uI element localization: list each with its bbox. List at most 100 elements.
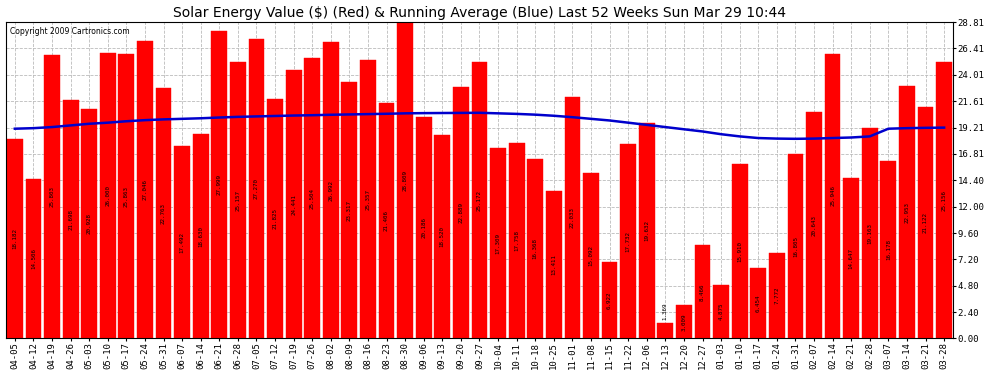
Bar xyxy=(119,54,135,338)
Bar xyxy=(564,96,580,338)
Bar xyxy=(769,253,785,338)
Text: 21.122: 21.122 xyxy=(923,212,928,233)
Bar xyxy=(137,42,152,338)
Text: 26.992: 26.992 xyxy=(329,180,334,201)
Text: 6.454: 6.454 xyxy=(755,294,760,312)
Text: 16.178: 16.178 xyxy=(886,239,891,260)
Title: Solar Energy Value ($) (Red) & Running Average (Blue) Last 52 Weeks Sun Mar 29 1: Solar Energy Value ($) (Red) & Running A… xyxy=(173,6,786,20)
Text: 1.369: 1.369 xyxy=(663,303,668,320)
Bar xyxy=(862,128,878,338)
Text: 22.889: 22.889 xyxy=(458,202,463,223)
Bar xyxy=(490,148,506,338)
Bar xyxy=(583,173,599,338)
Text: 13.411: 13.411 xyxy=(551,254,556,275)
Text: 16.368: 16.368 xyxy=(533,238,538,259)
Bar xyxy=(509,144,525,338)
Bar xyxy=(825,54,841,338)
Text: 21.406: 21.406 xyxy=(384,210,389,231)
Bar xyxy=(212,31,227,338)
Text: 25.803: 25.803 xyxy=(50,186,54,207)
Bar xyxy=(639,123,654,338)
Bar xyxy=(435,135,450,338)
Bar xyxy=(342,82,357,338)
Text: 27.270: 27.270 xyxy=(254,178,259,199)
Bar xyxy=(304,58,320,338)
Bar xyxy=(676,305,692,338)
Text: 15.910: 15.910 xyxy=(738,241,742,262)
Bar xyxy=(899,86,915,338)
Text: 17.732: 17.732 xyxy=(626,231,631,252)
Text: 17.309: 17.309 xyxy=(496,233,501,254)
Bar xyxy=(471,62,487,338)
Text: Copyright 2009 Cartronics.com: Copyright 2009 Cartronics.com xyxy=(10,27,130,36)
Text: 21.825: 21.825 xyxy=(272,208,277,229)
Bar xyxy=(323,42,339,338)
Text: 20.643: 20.643 xyxy=(812,214,817,236)
Bar xyxy=(806,112,822,338)
Bar xyxy=(750,267,766,338)
Bar xyxy=(7,139,23,338)
Text: 26.000: 26.000 xyxy=(105,185,110,206)
Bar xyxy=(416,117,432,338)
Bar xyxy=(360,60,376,338)
Bar xyxy=(843,178,859,338)
Bar xyxy=(248,39,264,338)
Bar xyxy=(657,323,673,338)
Text: 23.317: 23.317 xyxy=(346,200,351,221)
Text: 3.009: 3.009 xyxy=(681,313,686,331)
Bar xyxy=(174,146,190,338)
Bar xyxy=(732,164,747,338)
Text: 27.999: 27.999 xyxy=(217,174,222,195)
Bar xyxy=(397,22,413,338)
Text: 22.953: 22.953 xyxy=(905,202,910,223)
Bar xyxy=(193,134,209,338)
Text: 25.157: 25.157 xyxy=(236,190,241,211)
Bar xyxy=(713,285,729,338)
Text: 16.805: 16.805 xyxy=(793,236,798,256)
Bar xyxy=(286,70,302,338)
Text: 14.506: 14.506 xyxy=(31,248,36,269)
Bar xyxy=(100,53,116,338)
Text: 25.946: 25.946 xyxy=(830,186,836,207)
Text: 25.504: 25.504 xyxy=(310,188,315,209)
Text: 17.492: 17.492 xyxy=(179,232,184,253)
Text: 17.758: 17.758 xyxy=(514,230,519,251)
Text: 4.875: 4.875 xyxy=(719,303,724,320)
Text: 18.630: 18.630 xyxy=(198,226,203,247)
Bar xyxy=(26,179,42,338)
Bar xyxy=(62,100,78,338)
Bar xyxy=(787,154,803,338)
Text: 25.156: 25.156 xyxy=(941,190,946,211)
Bar xyxy=(378,104,394,338)
Text: 14.647: 14.647 xyxy=(848,248,853,268)
Text: 25.863: 25.863 xyxy=(124,186,129,207)
Bar xyxy=(880,161,896,338)
Text: 18.520: 18.520 xyxy=(440,226,445,247)
Text: 8.466: 8.466 xyxy=(700,283,705,301)
Bar xyxy=(45,55,60,338)
Text: 15.092: 15.092 xyxy=(588,245,593,266)
Text: 24.441: 24.441 xyxy=(291,194,296,215)
Text: 28.809: 28.809 xyxy=(403,170,408,191)
Bar xyxy=(453,87,469,338)
Bar xyxy=(602,262,618,338)
Bar xyxy=(918,106,934,338)
Text: 27.046: 27.046 xyxy=(143,180,148,201)
Text: 25.172: 25.172 xyxy=(477,190,482,211)
Bar xyxy=(621,144,636,338)
Bar xyxy=(155,88,171,338)
Bar xyxy=(937,62,952,338)
Bar xyxy=(545,191,561,338)
Text: 22.033: 22.033 xyxy=(570,207,575,228)
Text: 6.922: 6.922 xyxy=(607,292,612,309)
Bar xyxy=(528,159,544,338)
Text: 19.632: 19.632 xyxy=(644,220,649,241)
Bar xyxy=(81,109,97,338)
Text: 18.182: 18.182 xyxy=(12,228,18,249)
Bar xyxy=(267,99,283,338)
Text: 20.186: 20.186 xyxy=(421,217,427,238)
Text: 20.928: 20.928 xyxy=(87,213,92,234)
Text: 19.163: 19.163 xyxy=(867,223,872,244)
Bar xyxy=(230,62,246,338)
Text: 25.357: 25.357 xyxy=(365,189,370,210)
